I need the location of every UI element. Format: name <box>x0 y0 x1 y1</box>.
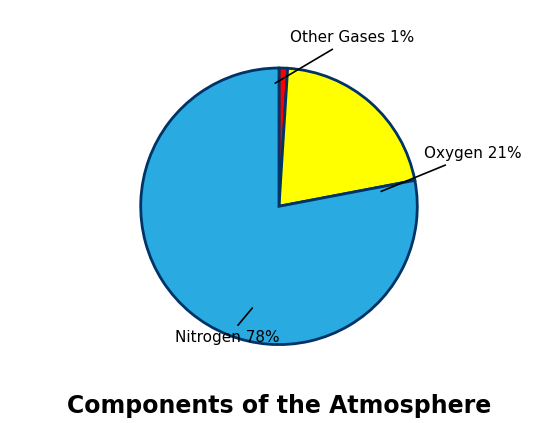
Text: Nitrogen 78%: Nitrogen 78% <box>175 308 280 345</box>
Wedge shape <box>279 68 415 206</box>
Text: Components of the Atmosphere: Components of the Atmosphere <box>67 394 491 418</box>
Text: Other Gases 1%: Other Gases 1% <box>275 30 414 83</box>
Text: Oxygen 21%: Oxygen 21% <box>381 146 522 192</box>
Wedge shape <box>141 68 417 345</box>
Wedge shape <box>279 68 288 206</box>
